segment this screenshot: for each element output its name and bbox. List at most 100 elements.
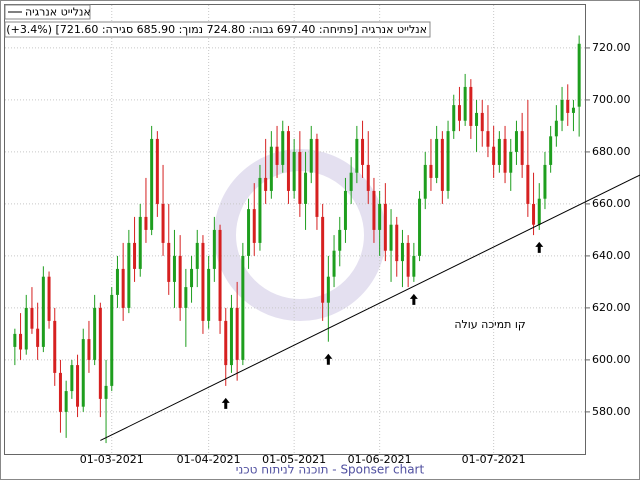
candle-body — [235, 307, 239, 360]
candle-body — [247, 209, 251, 256]
candle-body — [93, 307, 97, 360]
candle-body — [30, 307, 34, 329]
candle-body — [70, 365, 74, 392]
candle-body — [138, 216, 142, 269]
candle-body — [537, 198, 541, 225]
candle-body — [19, 333, 23, 350]
candle-body — [315, 138, 319, 217]
candle-body — [292, 151, 296, 191]
candle-body — [104, 385, 108, 399]
candle-body — [571, 107, 575, 113]
candle-body — [195, 242, 199, 269]
candle-body — [24, 307, 28, 350]
candle-body — [258, 177, 262, 243]
candle-body — [321, 216, 325, 303]
legend-box — [4, 4, 91, 20]
x-tick-label: 01-07-2021 — [462, 453, 526, 466]
candle-body — [520, 131, 524, 165]
annotation: קו תמיכה עולה — [454, 318, 525, 331]
candle-body — [298, 151, 302, 204]
candle-body — [41, 276, 45, 347]
candle-body — [554, 120, 558, 137]
candle-body — [13, 333, 17, 347]
y-tick-label: 660.00 — [592, 197, 631, 210]
candle-body — [172, 255, 176, 282]
plot: 580.00 600.00 620.00 640.00 660.00 680.00 700.… — [5, 5, 640, 466]
candle-body — [378, 203, 382, 230]
candle-body — [76, 365, 80, 407]
candle-body — [127, 242, 131, 308]
candle-body — [486, 131, 490, 147]
y-tick-label: 580.00 — [592, 405, 631, 418]
candle-body — [87, 339, 91, 360]
candle-body — [207, 268, 211, 321]
candle-body — [98, 307, 102, 399]
candle-body — [275, 146, 279, 165]
candle-body — [167, 242, 171, 282]
y-tick-label: 680.00 — [592, 145, 631, 158]
candle-body — [412, 255, 416, 277]
candle-body — [178, 255, 182, 308]
candle-body — [475, 112, 479, 126]
candle-body — [446, 131, 450, 191]
candle-body — [150, 138, 154, 230]
candle-body — [435, 138, 439, 178]
candle-body — [361, 138, 365, 165]
candle-body — [304, 172, 308, 204]
candle-body — [309, 138, 313, 173]
candle-body — [144, 216, 148, 230]
info-box — [4, 21, 431, 38]
candle-body — [503, 138, 507, 173]
candle-body — [423, 164, 427, 199]
y-tick-label: 600.00 — [592, 353, 631, 366]
y-tick-label: 700.00 — [592, 93, 631, 106]
candle-body — [400, 242, 404, 262]
candle-body — [560, 99, 564, 121]
candle-body — [115, 268, 119, 295]
y-tick-label: 720.00 — [592, 41, 631, 54]
candle-body — [264, 177, 268, 191]
candle-body — [332, 250, 336, 277]
candle-body — [355, 138, 359, 173]
candle-body — [343, 190, 347, 230]
candle-body — [110, 294, 114, 386]
x-tick-label: 01-04-2021 — [177, 453, 241, 466]
candle-body — [418, 198, 422, 256]
candle-body — [383, 203, 387, 251]
candle-body — [406, 242, 410, 277]
candle-body — [241, 255, 245, 360]
candle-body — [577, 43, 581, 107]
candle-body — [53, 320, 57, 373]
candle-body — [532, 203, 536, 225]
x-tick-label: 01-06-2021 — [348, 453, 412, 466]
candle-body — [252, 209, 256, 243]
candle-body — [526, 164, 530, 204]
candle-body — [121, 268, 125, 308]
candle-body — [440, 138, 444, 191]
candle-body — [480, 112, 484, 132]
candle-body — [389, 224, 393, 251]
candle-body — [543, 164, 547, 199]
x-tick-label: 01-03-2021 — [80, 453, 144, 466]
support-arrow — [221, 397, 230, 409]
candle-body — [509, 151, 513, 173]
candle-body — [229, 307, 233, 366]
candle-body — [457, 105, 461, 121]
candle-body — [161, 203, 165, 243]
candle-body — [190, 268, 194, 288]
candle-body — [212, 229, 216, 269]
candle-body — [36, 328, 40, 347]
candle-body — [469, 86, 473, 126]
candle-body — [81, 339, 85, 407]
candle-body — [497, 138, 501, 165]
candle-body — [218, 229, 222, 321]
candle-body — [429, 164, 433, 178]
support-arrow — [535, 241, 544, 253]
y-tick-label: 640.00 — [592, 249, 631, 262]
candle-body — [349, 172, 353, 191]
candle-body — [566, 99, 570, 113]
y-tick-label: 620.00 — [592, 301, 631, 314]
candle-body — [184, 287, 188, 308]
candle-body — [549, 136, 553, 165]
